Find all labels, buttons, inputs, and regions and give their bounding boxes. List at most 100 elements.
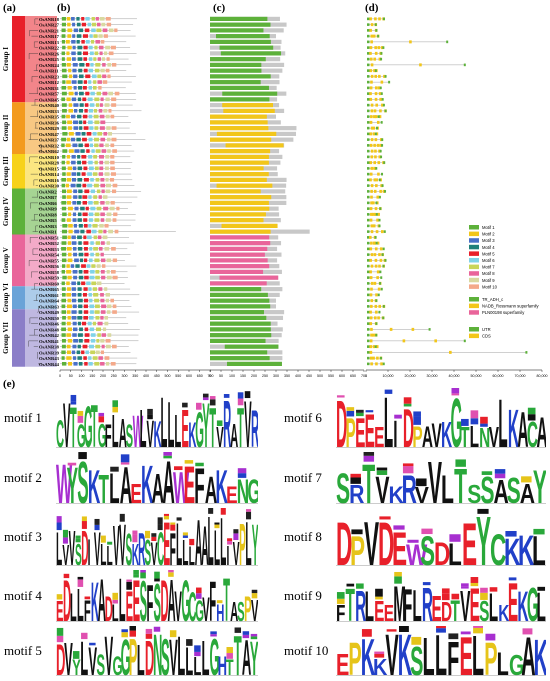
domain-block [220, 51, 282, 56]
logo-letter: V [151, 537, 158, 568]
domain-block [222, 103, 273, 108]
motif-block [88, 109, 93, 113]
domain-block [210, 241, 271, 246]
motif-block [110, 270, 116, 274]
logo-minor-residue [455, 459, 466, 467]
logo-letter: E [181, 400, 188, 450]
motif-block [106, 212, 112, 217]
motif-block [84, 109, 88, 113]
motif-block [67, 22, 71, 27]
motif-block [83, 287, 88, 291]
logo-letter: L [220, 508, 226, 568]
motif-block [105, 339, 111, 343]
logo-letter: E [163, 511, 170, 568]
logo-letter: F [447, 631, 459, 678]
logo-letter: L [107, 541, 113, 568]
motif-block [112, 258, 118, 263]
gene-name: OsANR18 [39, 17, 60, 22]
logo-minor-residue [112, 592, 118, 600]
axis-b-tick-label: 450 [154, 374, 160, 378]
logo-letter: E [184, 456, 195, 506]
motif-block [103, 195, 108, 199]
utr-block [367, 103, 370, 107]
motif-block [88, 316, 94, 320]
logo-letter: A [119, 412, 127, 450]
motif-block [66, 270, 72, 274]
logo-minor-residue [107, 541, 113, 545]
motif-block [94, 160, 98, 165]
utr-block [525, 351, 528, 354]
logo-minor-residue [399, 626, 409, 632]
motif-block [66, 247, 72, 251]
motif-logo-label: motif 9 [284, 588, 322, 603]
cds-block [374, 304, 378, 308]
logo-minor-residue [186, 639, 193, 646]
motif-block [61, 201, 67, 205]
utr-block [378, 224, 381, 228]
cds-block [370, 189, 373, 193]
logo-letter: V [415, 482, 429, 506]
axis-c-tick-label: 200 [251, 374, 257, 378]
logo-minor-residue [154, 578, 160, 582]
logo-letter: V [233, 535, 240, 568]
domain-block [210, 206, 270, 211]
motif-block [72, 356, 77, 360]
utr-block [367, 63, 370, 67]
motif-block [94, 126, 99, 130]
motif-block [89, 103, 95, 107]
logo-minor-residue [223, 394, 230, 398]
motif-block [77, 356, 82, 360]
logo-letter: S [480, 468, 494, 506]
legend-label: Motif 4 [482, 245, 495, 250]
logo-letter: T [460, 421, 469, 450]
panel-label-a: (a) [3, 2, 16, 14]
gene-name: OsANR45 [39, 97, 60, 102]
motif-block [83, 51, 89, 56]
motif-block [103, 34, 108, 38]
utr-block [367, 115, 370, 118]
logo-letter: S [507, 471, 521, 506]
logo-minor-residue [374, 651, 385, 655]
motif-block [105, 298, 110, 303]
motif-block [84, 143, 89, 148]
motif-block [78, 270, 83, 274]
logo-minor-residue [56, 516, 62, 523]
motif-block [90, 178, 94, 182]
utr-block [367, 299, 370, 302]
logo-letter: T [223, 570, 230, 624]
motif-block [67, 298, 72, 303]
logo-letter: K [389, 482, 405, 506]
logo-letter: S [126, 419, 133, 450]
logo-letter: L [384, 388, 393, 450]
motif-block [70, 264, 75, 268]
logo-letter: D [105, 591, 113, 624]
motif-block [73, 86, 77, 90]
cds-block [374, 115, 378, 119]
domain-block [210, 22, 271, 27]
axis-b-tick-label: 700 [208, 374, 214, 378]
logo-minor-residue [441, 588, 450, 594]
logo-minor-residue [209, 396, 216, 400]
logo-letter: A [521, 626, 535, 678]
motif-block [71, 172, 77, 176]
motif-block [76, 22, 81, 27]
motif-block [74, 149, 80, 153]
domain-block [210, 269, 264, 274]
logo-letter: S [144, 532, 151, 568]
motif-block [90, 333, 96, 337]
motif-block [68, 132, 74, 136]
utr-block [367, 92, 370, 95]
motif-block [112, 304, 117, 309]
utr-block [380, 287, 383, 291]
domain-block [210, 292, 268, 297]
motif-block [72, 321, 77, 326]
motif-block [78, 241, 82, 245]
motif-block [105, 143, 109, 148]
motif-block [103, 109, 108, 113]
motif-block [88, 120, 93, 125]
logo-minor-residue [210, 634, 217, 637]
domain-block [210, 195, 272, 200]
utr-block [367, 339, 370, 343]
logo-letter: H [216, 599, 224, 624]
